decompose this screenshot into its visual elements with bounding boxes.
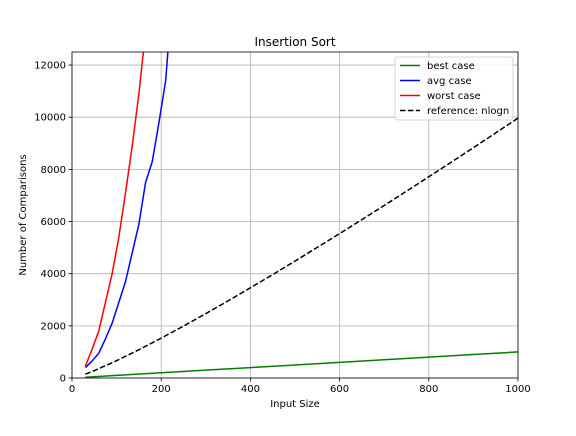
x-tick-label: 0	[69, 384, 75, 395]
legend-label: worst case	[427, 91, 481, 102]
x-tick-label: 600	[330, 384, 349, 395]
y-tick-label: 8000	[41, 165, 66, 176]
series-line-worst-case	[84, 52, 145, 367]
series-line-reference-nlogn	[85, 117, 518, 375]
y-tick-label: 12000	[34, 61, 66, 72]
x-tick-label: 400	[241, 384, 260, 395]
series-layer	[84, 52, 518, 378]
x-tick-label: 800	[419, 384, 438, 395]
legend-label: reference: nlogn	[427, 106, 509, 117]
y-tick-label: 4000	[41, 269, 66, 280]
series-line-best-case	[85, 351, 518, 378]
y-tick-label: 6000	[41, 217, 66, 228]
ticks: 0 200 400 600 800 100002000400060008000100001…	[34, 61, 531, 395]
legend: best case avg case worst case reference: nl…	[394, 56, 514, 121]
legend-label: avg case	[427, 76, 472, 87]
plot-frame	[71, 51, 519, 379]
y-tick-label: 10000	[34, 113, 66, 124]
y-tick-label: 0	[60, 374, 66, 385]
chart-title: Insertion Sort	[254, 35, 335, 49]
series-line-avg-case	[84, 52, 169, 369]
legend-label: best case	[427, 61, 475, 72]
y-tick-label: 2000	[41, 321, 66, 332]
x-tick-label: 1000	[505, 384, 530, 395]
grid	[71, 52, 519, 379]
x-tick-label: 200	[152, 384, 171, 395]
x-axis-label: Input Size	[270, 399, 320, 410]
legend-box	[394, 56, 514, 121]
y-axis-label: Number of Comparisons	[18, 154, 29, 275]
